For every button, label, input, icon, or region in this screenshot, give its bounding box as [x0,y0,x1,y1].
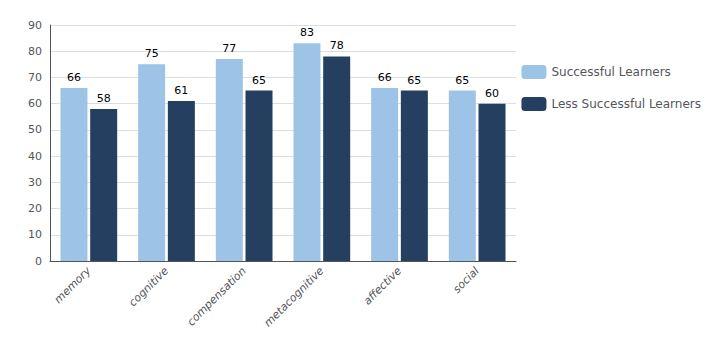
svg-text:compensation: compensation [185,264,249,328]
svg-text:77: 77 [222,42,236,55]
svg-text:30: 30 [28,176,42,189]
svg-text:80: 80 [28,45,42,58]
svg-text:65: 65 [407,74,421,87]
svg-text:affective: affective [361,264,404,307]
svg-text:58: 58 [97,92,111,105]
svg-text:75: 75 [145,47,159,60]
svg-text:83: 83 [300,26,314,39]
svg-text:66: 66 [378,71,392,84]
svg-text:65: 65 [252,74,266,87]
svg-text:20: 20 [28,202,42,215]
svg-text:61: 61 [174,84,188,97]
svg-text:70: 70 [28,71,42,84]
svg-text:social: social [450,264,481,295]
svg-text:66: 66 [67,71,81,84]
svg-text:50: 50 [28,123,42,136]
svg-text:Successful Learners: Successful Learners [551,65,670,79]
svg-text:90: 90 [28,19,42,32]
svg-text:Less Successful Learners: Less Successful Learners [551,97,701,111]
svg-text:memory: memory [52,264,94,306]
svg-text:60: 60 [485,87,499,100]
svg-text:metacognitive: metacognitive [261,264,326,329]
svg-text:cognitive: cognitive [126,264,171,309]
svg-text:0: 0 [35,255,42,268]
svg-text:78: 78 [330,39,344,52]
svg-text:10: 10 [28,228,42,241]
svg-text:40: 40 [28,150,42,163]
svg-text:65: 65 [455,74,469,87]
svg-text:60: 60 [28,97,42,110]
